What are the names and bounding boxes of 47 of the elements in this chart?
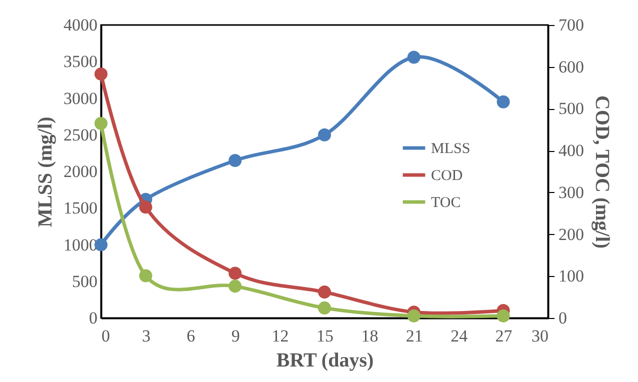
y-tick-label: 3000: [64, 88, 98, 108]
y-tick-label: 500: [72, 272, 98, 291]
x-tick-label: 15: [316, 326, 334, 346]
legend-label: MLSS: [431, 141, 470, 157]
point: [228, 154, 242, 168]
point: [496, 95, 510, 108]
y2-tick-label: 500: [558, 99, 584, 118]
x-tick-label: 0: [102, 326, 110, 346]
legend-label: TOC: [431, 195, 461, 211]
y2-tick-label: 600: [558, 57, 584, 76]
point: [318, 128, 332, 142]
x-tick-label: 12: [272, 326, 289, 346]
y2-tick-label: 0: [558, 308, 567, 328]
point: [496, 309, 510, 322]
x-tick-label: 24: [450, 326, 468, 346]
point: [139, 200, 152, 214]
point: [318, 286, 332, 299]
y-tick-label: 4000: [64, 16, 98, 34]
point: [318, 301, 332, 314]
y2-tick-label: 700: [558, 16, 584, 34]
x-tick-label: 21: [406, 326, 423, 346]
y-axis-title: MLSS (mg/l): [34, 116, 56, 228]
x-tick-label: 9: [231, 326, 240, 346]
y2-tick-label: 300: [558, 182, 584, 202]
x-axis-title: BRT (days): [276, 350, 374, 372]
y2-tick-label: 400: [558, 141, 584, 160]
point: [139, 269, 152, 282]
point: [228, 266, 242, 280]
x-tick-label: 30: [532, 326, 548, 346]
y2-tick-label: 100: [558, 266, 584, 286]
y-tick-label: 0: [89, 308, 98, 328]
y2-tick-label: 200: [558, 224, 584, 244]
point: [94, 116, 108, 130]
point: [407, 50, 420, 64]
point: [228, 280, 242, 293]
x-tick-label: 6: [186, 326, 196, 346]
x-tick-label: 27: [495, 326, 513, 346]
legend-label: COD: [431, 168, 463, 184]
x-tick-label: 3: [142, 326, 150, 346]
y-tick-label: 2000: [64, 162, 98, 181]
y-tick-label: 2500: [64, 125, 98, 144]
x-tick-label: 18: [361, 326, 378, 346]
y2-axis-title: COD, TOC (mg/l): [591, 95, 613, 249]
point: [407, 309, 420, 322]
y-tick-label: 1500: [64, 198, 98, 218]
point: [94, 67, 108, 80]
y-tick-label: 3500: [64, 52, 98, 72]
